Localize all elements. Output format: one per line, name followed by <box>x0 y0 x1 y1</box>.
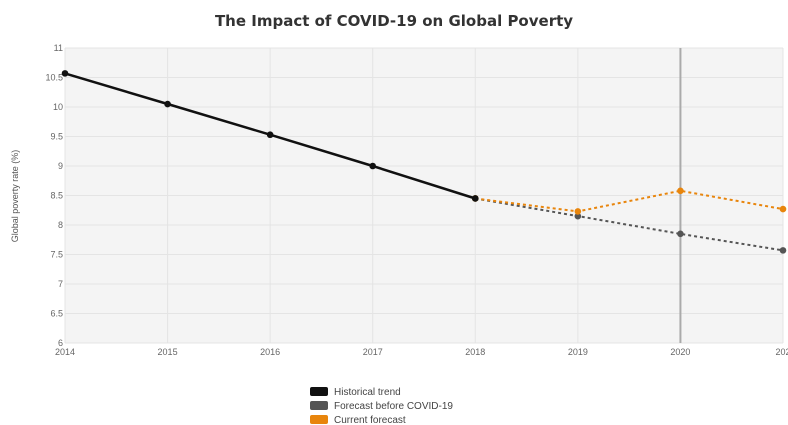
y-tick-label: 8 <box>58 220 63 230</box>
legend-swatch <box>310 415 328 424</box>
y-tick-label: 9 <box>58 161 63 171</box>
y-tick-label: 8.5 <box>50 191 63 201</box>
series-lines <box>61 70 787 254</box>
data-point-historical-trend <box>164 100 171 108</box>
x-tick-label: 2019 <box>568 347 588 357</box>
y-tick-label: 7 <box>58 279 63 289</box>
y-tick-label: 6.5 <box>50 309 63 319</box>
y-tick-label: 9.5 <box>50 132 63 142</box>
data-point-forecast-before-covid-19 <box>677 230 684 238</box>
x-tick-label: 2016 <box>260 347 280 357</box>
y-tick-label: 11 <box>54 43 63 53</box>
y-tick-label: 6 <box>58 338 63 348</box>
series-line-forecast-before-covid-19 <box>475 197 784 252</box>
data-point-historical-trend <box>471 195 479 202</box>
series-line-current-forecast <box>475 189 784 213</box>
x-tick-label: 202 <box>775 347 788 357</box>
data-point-historical-trend <box>369 162 377 170</box>
data-point-historical-trend <box>266 131 274 139</box>
data-point-forecast-before-covid-19 <box>779 247 787 254</box>
x-tick-label: 2015 <box>158 347 178 357</box>
legend: Historical trend Forecast before COVID-19… <box>310 387 453 425</box>
data-point-current-forecast <box>574 208 582 215</box>
grid <box>64 47 784 344</box>
y-tick-labels: 6 6.5 7 7.5 8 8.5 9 9.5 10 10.5 11 <box>45 43 63 348</box>
y-tick-label: 10 <box>53 102 63 112</box>
legend-swatch <box>310 401 328 410</box>
data-point-forecast-before-covid-19 <box>574 212 582 220</box>
legend-label: Historical trend <box>334 387 401 398</box>
chart-title: The Impact of COVID-19 on Global Poverty <box>215 12 573 30</box>
y-tick-label: 7.5 <box>50 250 63 260</box>
y-tick-label: 10.5 <box>45 73 63 83</box>
legend-label: Current forecast <box>334 415 406 425</box>
data-point-current-forecast <box>677 187 684 195</box>
legend-label: Forecast before COVID-19 <box>334 401 453 412</box>
data-point-historical-trend <box>61 70 69 77</box>
y-axis-label: Global poverty rate (%) <box>10 150 20 243</box>
data-point-current-forecast <box>779 205 787 213</box>
x-tick-label: 2014 <box>55 347 75 357</box>
legend-swatch <box>310 387 328 396</box>
x-tick-label: 2020 <box>670 347 690 357</box>
x-tick-label: 2018 <box>465 347 485 357</box>
x-tick-label: 2017 <box>363 347 383 357</box>
x-tick-labels: 2014 2015 2016 2017 2018 2019 2020 202 <box>55 347 788 357</box>
